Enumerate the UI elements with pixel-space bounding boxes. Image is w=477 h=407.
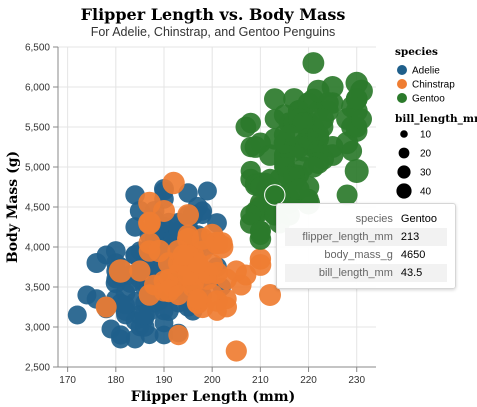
y-tick-label: 4,500 <box>25 203 50 214</box>
data-point-chinstrap[interactable] <box>108 259 133 283</box>
tooltip-value: 43.5 <box>396 264 447 282</box>
tooltip-key: species <box>355 213 393 225</box>
data-point-gentoo[interactable] <box>240 204 262 226</box>
legend-label: Gentoo <box>412 94 445 105</box>
data-point-gentoo[interactable] <box>244 136 267 158</box>
data-point-chinstrap[interactable] <box>191 228 214 250</box>
data-point-adelie[interactable] <box>154 325 174 345</box>
data-point-gentoo[interactable] <box>302 52 325 74</box>
x-tick-label: 170 <box>59 375 76 386</box>
data-point-gentoo[interactable] <box>264 88 286 110</box>
y-tick-label: 2,500 <box>25 363 50 374</box>
legend-swatch <box>397 93 407 103</box>
data-point-chinstrap[interactable] <box>153 200 175 222</box>
chart-subtitle: For Adelie, Chinstrap, and Gentoo Pengui… <box>91 25 336 39</box>
data-point-chinstrap[interactable] <box>168 284 189 306</box>
data-point-gentoo[interactable] <box>312 108 334 130</box>
data-point-adelie[interactable] <box>86 253 107 273</box>
data-point-adelie[interactable] <box>67 305 87 325</box>
size-legend-title: bill_length_mm <box>395 113 477 126</box>
axes: 170 180 190 200 210 220 230 2,500 3,000 3,500 4,00… <box>25 43 376 386</box>
data-point-adelie[interactable] <box>134 305 155 325</box>
x-tick-label: 190 <box>156 375 173 386</box>
data-point-gentoo[interactable] <box>240 112 261 134</box>
data-point-gentoo[interactable] <box>345 88 368 110</box>
tooltip-value: 4650 <box>400 249 426 261</box>
size-legend: bill_length_mm 10 20 30 40 <box>395 113 477 199</box>
data-point-gentoo[interactable] <box>292 112 315 134</box>
data-point-adelie[interactable] <box>154 301 174 321</box>
size-legend-symbol <box>397 165 411 179</box>
x-tick-label: 180 <box>107 375 124 386</box>
x-tick-label: 200 <box>204 375 221 386</box>
y-tick-label: 5,500 <box>25 123 50 134</box>
x-tick-label: 210 <box>252 375 269 386</box>
data-point-chinstrap[interactable] <box>129 260 151 282</box>
legend-swatch <box>397 65 407 75</box>
data-point-chinstrap[interactable] <box>216 296 238 318</box>
size-legend-label: 30 <box>420 168 432 179</box>
size-legend-symbol <box>398 147 410 159</box>
tooltip-key: body_mass_g <box>324 249 393 261</box>
size-legend-label: 10 <box>420 130 432 141</box>
data-point-chinstrap[interactable] <box>138 212 161 234</box>
data-point-chinstrap[interactable] <box>225 340 247 362</box>
data-point-chinstrap[interactable] <box>95 296 117 318</box>
x-tick-label: 220 <box>300 375 317 386</box>
data-point-gentoo[interactable] <box>259 168 281 190</box>
data-point-chinstrap[interactable] <box>148 239 171 263</box>
plot-area[interactable] <box>67 52 373 362</box>
size-legend-label: 20 <box>420 149 432 160</box>
highlighted-data-point[interactable] <box>264 184 286 206</box>
data-point-chinstrap[interactable] <box>249 254 272 276</box>
y-tick-label: 6,500 <box>25 43 50 54</box>
data-point-gentoo[interactable] <box>344 159 369 183</box>
tooltip-key: flipper_length_mm <box>285 228 397 246</box>
data-point-chinstrap[interactable] <box>138 284 161 306</box>
data-point-chinstrap[interactable] <box>177 204 200 226</box>
y-tick-label: 5,000 <box>25 163 50 174</box>
data-point-gentoo[interactable] <box>264 128 286 150</box>
legend-label: Chinstrap <box>412 80 455 91</box>
tooltip-key: bill_length_mm <box>285 264 397 282</box>
data-point-chinstrap[interactable] <box>259 284 281 306</box>
data-point-chinstrap[interactable] <box>162 171 185 195</box>
data-point-adelie[interactable] <box>197 181 217 201</box>
data-point-gentoo[interactable] <box>288 178 310 200</box>
data-point-adelie[interactable] <box>111 325 131 345</box>
data-point-chinstrap[interactable] <box>172 244 194 266</box>
data-point-gentoo[interactable] <box>345 71 368 95</box>
data-point-gentoo[interactable] <box>264 108 285 130</box>
x-axis-title: Flipper Length (mm) <box>131 389 295 405</box>
tooltip-value: 213 <box>396 228 447 246</box>
data-point-chinstrap[interactable] <box>187 288 208 310</box>
y-axis-title: Body Mass (g) <box>5 151 21 263</box>
data-point-gentoo[interactable] <box>341 140 363 162</box>
data-point-adelie[interactable] <box>116 295 135 315</box>
data-point-gentoo[interactable] <box>250 220 271 242</box>
y-tick-label: 6,000 <box>25 83 50 94</box>
data-point-gentoo[interactable] <box>302 156 324 178</box>
data-point-gentoo[interactable] <box>306 79 330 103</box>
y-tick-label: 4,000 <box>25 243 50 254</box>
legend-label: Adelie <box>412 66 440 77</box>
x-tick-label: 230 <box>348 375 365 386</box>
size-legend-symbol <box>396 183 412 199</box>
data-point-gentoo[interactable] <box>321 92 344 114</box>
point-tooltip: species Gentoo flipper_length_mm 213 body_… <box>276 203 456 289</box>
data-point-gentoo[interactable] <box>351 108 372 130</box>
species-legend: species Adelie Chinstrap Gentoo <box>395 46 455 105</box>
y-tick-label: 3,500 <box>25 283 50 294</box>
size-legend-label: 40 <box>420 187 432 198</box>
chart-title: Flipper Length vs. Body Mass <box>81 5 346 24</box>
legend-swatch <box>397 79 407 89</box>
size-legend-symbol <box>400 130 408 138</box>
data-point-gentoo[interactable] <box>336 184 358 206</box>
data-point-chinstrap[interactable] <box>210 235 234 259</box>
species-legend-title: species <box>395 46 438 58</box>
tooltip-value: Gentoo <box>400 213 437 225</box>
y-tick-label: 3,000 <box>25 323 50 334</box>
data-point-chinstrap[interactable] <box>168 324 189 346</box>
